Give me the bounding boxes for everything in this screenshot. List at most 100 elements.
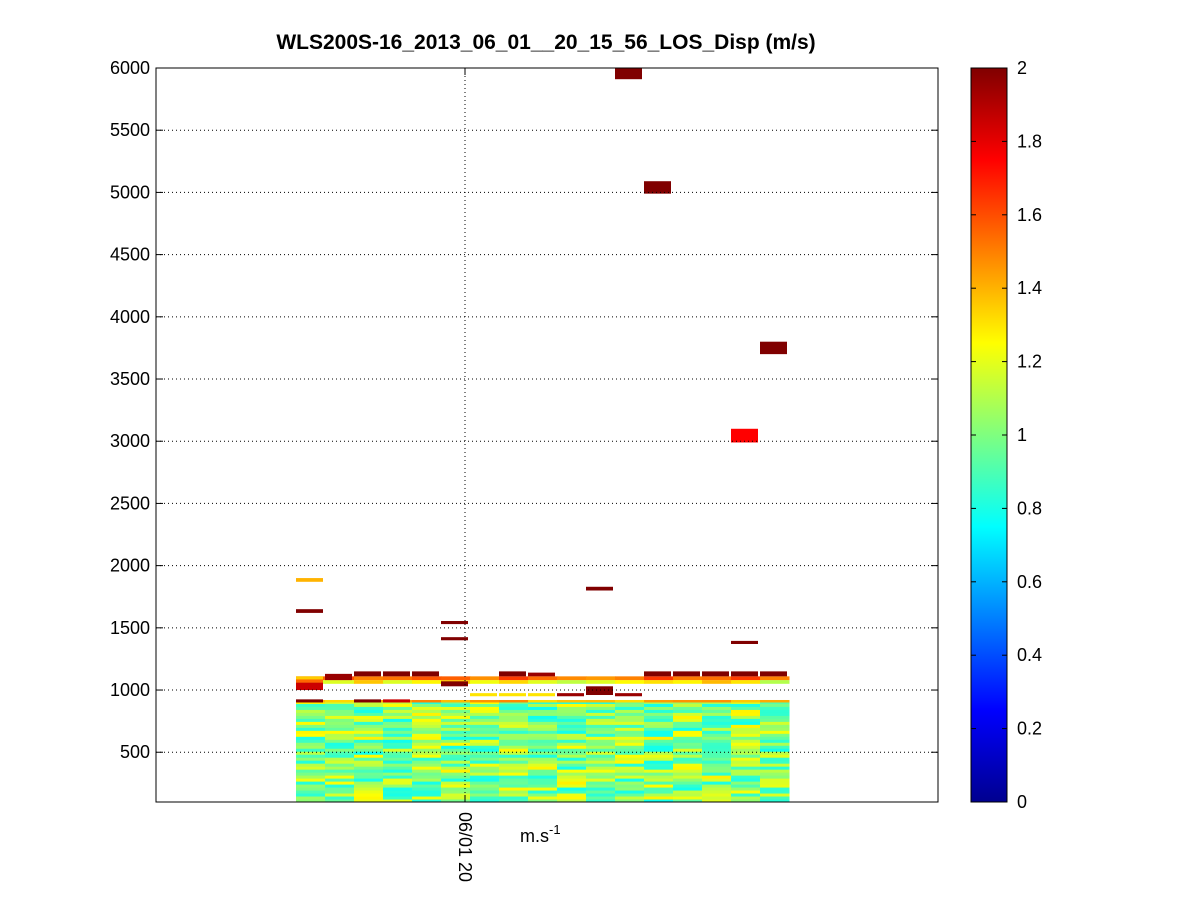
- heatmap-texture-cell: [586, 709, 616, 713]
- heatmap-texture-cell: [673, 730, 703, 734]
- heatmap-texture-cell: [702, 730, 732, 734]
- heatmap-texture-cell: [673, 742, 703, 746]
- heatmap-texture-cell: [441, 699, 471, 703]
- heatmap-texture-cell: [673, 754, 703, 758]
- heatmap-texture-cell: [702, 772, 732, 776]
- heatmap-texture-cell: [586, 730, 616, 734]
- x-axis-label-superscript: -1: [549, 822, 561, 837]
- heatmap-texture-cell: [760, 703, 790, 707]
- heatmap-cell: [673, 671, 700, 677]
- heatmap-texture-cell: [557, 793, 587, 797]
- heatmap-texture-cell: [760, 739, 790, 743]
- heatmap-texture-cell: [470, 709, 500, 713]
- heatmap-texture-cell: [760, 772, 790, 776]
- heatmap-texture-cell: [586, 766, 616, 770]
- heatmap-texture-cell: [528, 676, 558, 681]
- heatmap-texture-cell: [441, 757, 471, 761]
- heatmap-texture-cell: [731, 781, 761, 785]
- heatmap-texture-cell: [325, 763, 355, 767]
- colorbar-ticks: 0 0.2 0.4 0.6 0.8 1 1.2 1.4 1.6 1.8 2: [971, 58, 1042, 812]
- heatmap-texture-cell: [615, 790, 645, 794]
- heatmap-texture-cell: [441, 760, 471, 764]
- heatmap-texture-cell: [760, 709, 790, 713]
- heatmap-texture-cell: [412, 799, 442, 803]
- heatmap-texture-cell: [702, 736, 732, 740]
- heatmap-texture-cell: [412, 793, 442, 797]
- heatmap-texture-cell: [528, 766, 558, 770]
- heatmap-texture-cell: [296, 784, 326, 788]
- heatmap-texture-cell: [296, 796, 326, 800]
- heatmap-texture-cell: [499, 712, 529, 716]
- x-axis-label-text: m.s: [520, 826, 549, 846]
- heatmap-texture-cell: [441, 763, 471, 767]
- heatmap-texture-cell: [760, 775, 790, 779]
- heatmap-texture-cell: [354, 796, 384, 800]
- heatmap-texture-cell: [702, 784, 732, 788]
- heatmap-texture-cell: [557, 739, 587, 743]
- heatmap-texture-cell: [412, 766, 442, 770]
- heatmap-texture-cell: [586, 748, 616, 752]
- heatmap-texture-cell: [760, 736, 790, 740]
- heatmap-texture-cell: [441, 769, 471, 773]
- heatmap-texture-cell: [499, 745, 529, 749]
- heatmap-texture-cell: [383, 715, 413, 719]
- heatmap-texture-cell: [586, 680, 616, 684]
- heatmap-texture-cell: [354, 751, 384, 755]
- heatmap-texture-cell: [557, 706, 587, 710]
- heatmap-texture-cell: [644, 751, 674, 755]
- heatmap-texture-cell: [325, 727, 355, 731]
- heatmap-cell: [441, 620, 468, 625]
- heatmap-texture-cell: [644, 742, 674, 746]
- heatmap-texture-cell: [731, 799, 761, 803]
- heatmap-texture-cell: [354, 787, 384, 791]
- heatmap-texture-cell: [702, 718, 732, 722]
- heatmap-texture-cell: [412, 754, 442, 758]
- heatmap-texture-cell: [644, 739, 674, 743]
- heatmap-texture-cell: [586, 676, 616, 681]
- heatmap-texture-cell: [528, 778, 558, 782]
- heatmap-texture-cell: [354, 742, 384, 746]
- heatmap-texture-cell: [412, 775, 442, 779]
- heatmap-texture-cell: [528, 712, 558, 716]
- heatmap-texture-cell: [325, 680, 355, 684]
- heatmap-texture-cell: [325, 742, 355, 746]
- heatmap-texture-cell: [702, 787, 732, 791]
- heatmap-texture-cell: [586, 760, 616, 764]
- heatmap-texture-cell: [615, 745, 645, 749]
- heatmap-texture-cell: [383, 676, 413, 681]
- heatmap-cell: [760, 341, 787, 355]
- heatmap-texture-cell: [296, 712, 326, 716]
- heatmap-texture-cell: [760, 769, 790, 773]
- heatmap-texture-cell: [557, 748, 587, 752]
- heatmap-texture-cell: [644, 754, 674, 758]
- heatmap-texture-cell: [644, 775, 674, 779]
- heatmap-texture-cell: [644, 712, 674, 716]
- heatmap-cell: [731, 671, 758, 677]
- heatmap-texture-cell: [412, 742, 442, 746]
- heatmap-texture-cell: [354, 772, 384, 776]
- heatmap-texture-cell: [731, 733, 761, 737]
- heatmap-texture-cell: [702, 799, 732, 803]
- heatmap-texture-cell: [586, 772, 616, 776]
- y-tick-label: 6000: [110, 58, 150, 78]
- heatmap-texture-cell: [760, 715, 790, 719]
- heatmap-cell: [296, 679, 323, 683]
- heatmap-texture-cell: [412, 706, 442, 710]
- heatmap-texture-cell: [731, 718, 761, 722]
- heatmap-texture-cell: [354, 799, 384, 803]
- heatmap-texture-cell: [499, 781, 529, 785]
- heatmap-texture-cell: [731, 751, 761, 755]
- heatmap-texture-cell: [528, 709, 558, 713]
- heatmap-texture-cell: [528, 769, 558, 773]
- heatmap-texture-cell: [470, 680, 500, 684]
- heatmap-texture-cell: [760, 742, 790, 746]
- heatmap-texture-cell: [731, 769, 761, 773]
- heatmap-texture-cell: [470, 739, 500, 743]
- heatmap-texture-cell: [528, 680, 558, 684]
- heatmap-texture-cell: [731, 787, 761, 791]
- heatmap-texture-cell: [731, 703, 761, 707]
- heatmap-texture-cell: [760, 745, 790, 749]
- heatmap-texture-cell: [296, 799, 326, 803]
- heatmap-texture-cell: [557, 766, 587, 770]
